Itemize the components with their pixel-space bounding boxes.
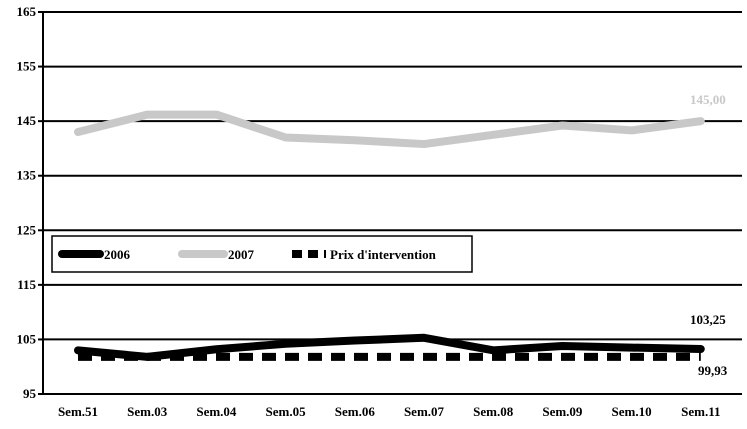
x-tick-label-sem05: Sem.05 [266,404,307,419]
x-axis-ticks: Sem.51 Sem.03 Sem.04 Sem.05 Sem.06 Sem.07 Sem.… [58,404,721,419]
data-labels: 145,00 103,25 99,93 [690,92,728,378]
series-line-2006 [74,333,705,361]
x-tick-label-sem09: Sem.09 [542,404,583,419]
gridlines [43,11,742,395]
axes [42,12,742,395]
y-tick-label-125: 125 [17,222,37,237]
y-tick-label-145: 145 [17,113,37,128]
y-tick-label-105: 105 [17,331,37,346]
y-axis-ticks: 95 105 115 125 135 145 155 165 [17,4,43,401]
x-tick-label-sem51: Sem.51 [58,404,98,419]
series-line-2007 [74,110,705,149]
legend: 2006 2007 Prix d'intervention [51,235,473,273]
data-label-prix-end: 99,93 [698,363,728,378]
series-lines [74,110,705,361]
data-label-2007-end: 145,00 [690,92,726,107]
y-tick-label-135: 135 [17,168,37,183]
x-tick-label-sem10: Sem.10 [612,404,652,419]
legend-box [51,235,473,273]
x-tick-label-sem04: Sem.04 [196,404,237,419]
data-label-2006-end: 103,25 [690,312,726,327]
x-tick-label-sem03: Sem.03 [127,404,168,419]
y-tick-label-165: 165 [17,4,37,19]
legend-label-2007: 2007 [228,247,255,262]
legend-label-2006: 2006 [104,247,131,262]
legend-label-prix: Prix d'intervention [330,247,437,262]
x-tick-label-sem08: Sem.08 [473,404,514,419]
y-tick-label-155: 155 [17,59,37,74]
x-tick-label-sem06: Sem.06 [335,404,376,419]
y-tick-label-115: 115 [17,277,36,292]
x-tick-label-sem11: Sem.11 [681,404,720,419]
x-tick-label-sem07: Sem.07 [404,404,445,419]
y-tick-label-95: 95 [23,386,37,401]
